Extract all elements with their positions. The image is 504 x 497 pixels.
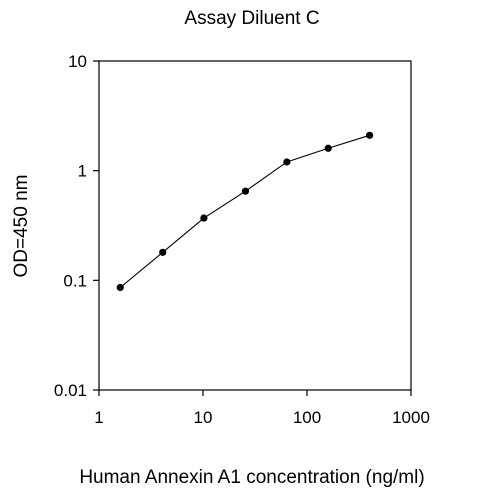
x-tick-label-1: 10 [194, 408, 213, 427]
y-tick-label-1: 0.1 [63, 271, 87, 290]
x-axis: 1 10 100 1000 [94, 390, 430, 427]
series-line [119, 134, 370, 288]
data-point-5 [324, 144, 332, 152]
data-point-0 [116, 283, 124, 292]
x-tick-label-2: 100 [293, 408, 321, 427]
data-point-3 [241, 187, 250, 195]
y-tick-label-0: 0.01 [54, 381, 87, 400]
y-axis: 0.01 0.1 1 10 [54, 52, 99, 400]
data-point-2 [200, 214, 208, 222]
data-point-6 [366, 131, 374, 139]
x-axis-label: Human Annexin A1 concentration (ng/ml) [79, 467, 424, 488]
x-tick-label-3: 1000 [392, 408, 430, 427]
chart-title: Assay Diluent C [184, 8, 319, 29]
x-tick-label-0: 1 [94, 408, 103, 427]
series-points [116, 131, 374, 292]
y-tick-label-2: 1 [78, 162, 87, 181]
data-point-4 [283, 158, 291, 166]
data-point-1 [159, 248, 167, 256]
plot-frame [98, 60, 412, 391]
y-tick-label-3: 10 [68, 52, 87, 71]
y-axis-label: OD=450 nm [11, 175, 32, 278]
